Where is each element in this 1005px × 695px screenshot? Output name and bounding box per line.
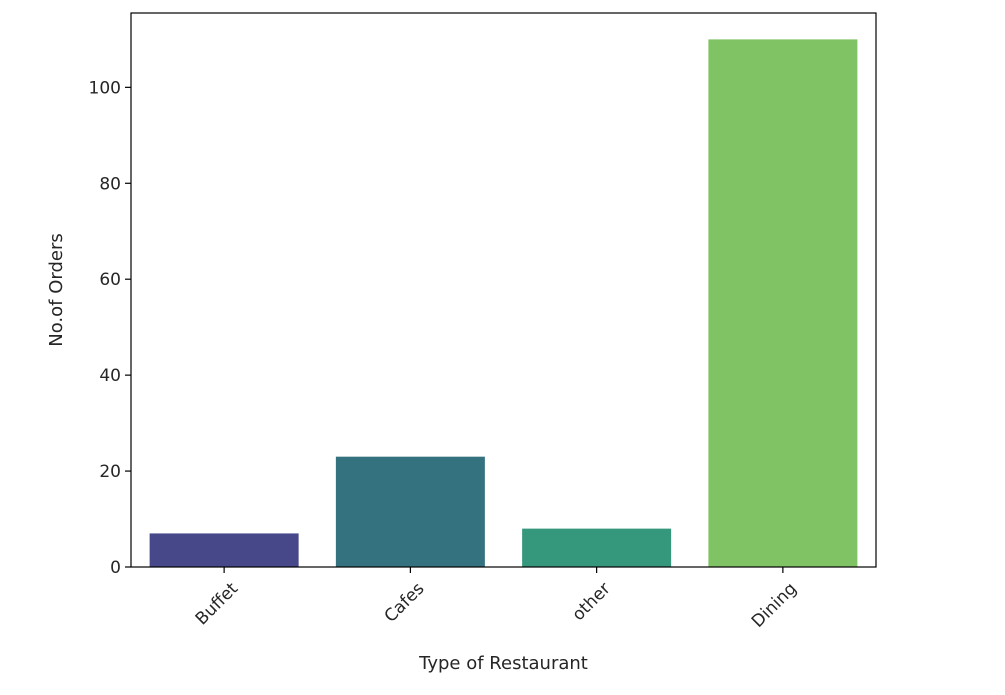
y-tick-label: 20 [99,462,121,482]
bar-other [522,528,672,567]
plot-area-frame [130,12,877,568]
x-tick-label: other [568,579,614,625]
x-tick-label: Dining [748,579,801,632]
y-tick-label: 100 [89,78,121,98]
y-tick-label: 60 [99,270,121,290]
x-axis-label: Type of Restaurant [418,653,588,674]
y-tick-label: 0 [110,558,121,578]
x-tick-label: Buffet [192,579,243,630]
bar-cafes [335,456,485,567]
x-tick-label: Cafes [381,579,429,627]
y-axis: 0 20 40 60 80 100 [89,78,131,578]
bar-dining [708,39,858,567]
y-tick-label: 40 [99,366,121,386]
x-axis: Buffet Cafes other Dining [192,567,801,632]
bars-layer [149,39,858,567]
bar-buffet [149,533,299,567]
y-tick-label: 80 [99,174,121,194]
y-axis-label: No.of Orders [46,233,67,346]
